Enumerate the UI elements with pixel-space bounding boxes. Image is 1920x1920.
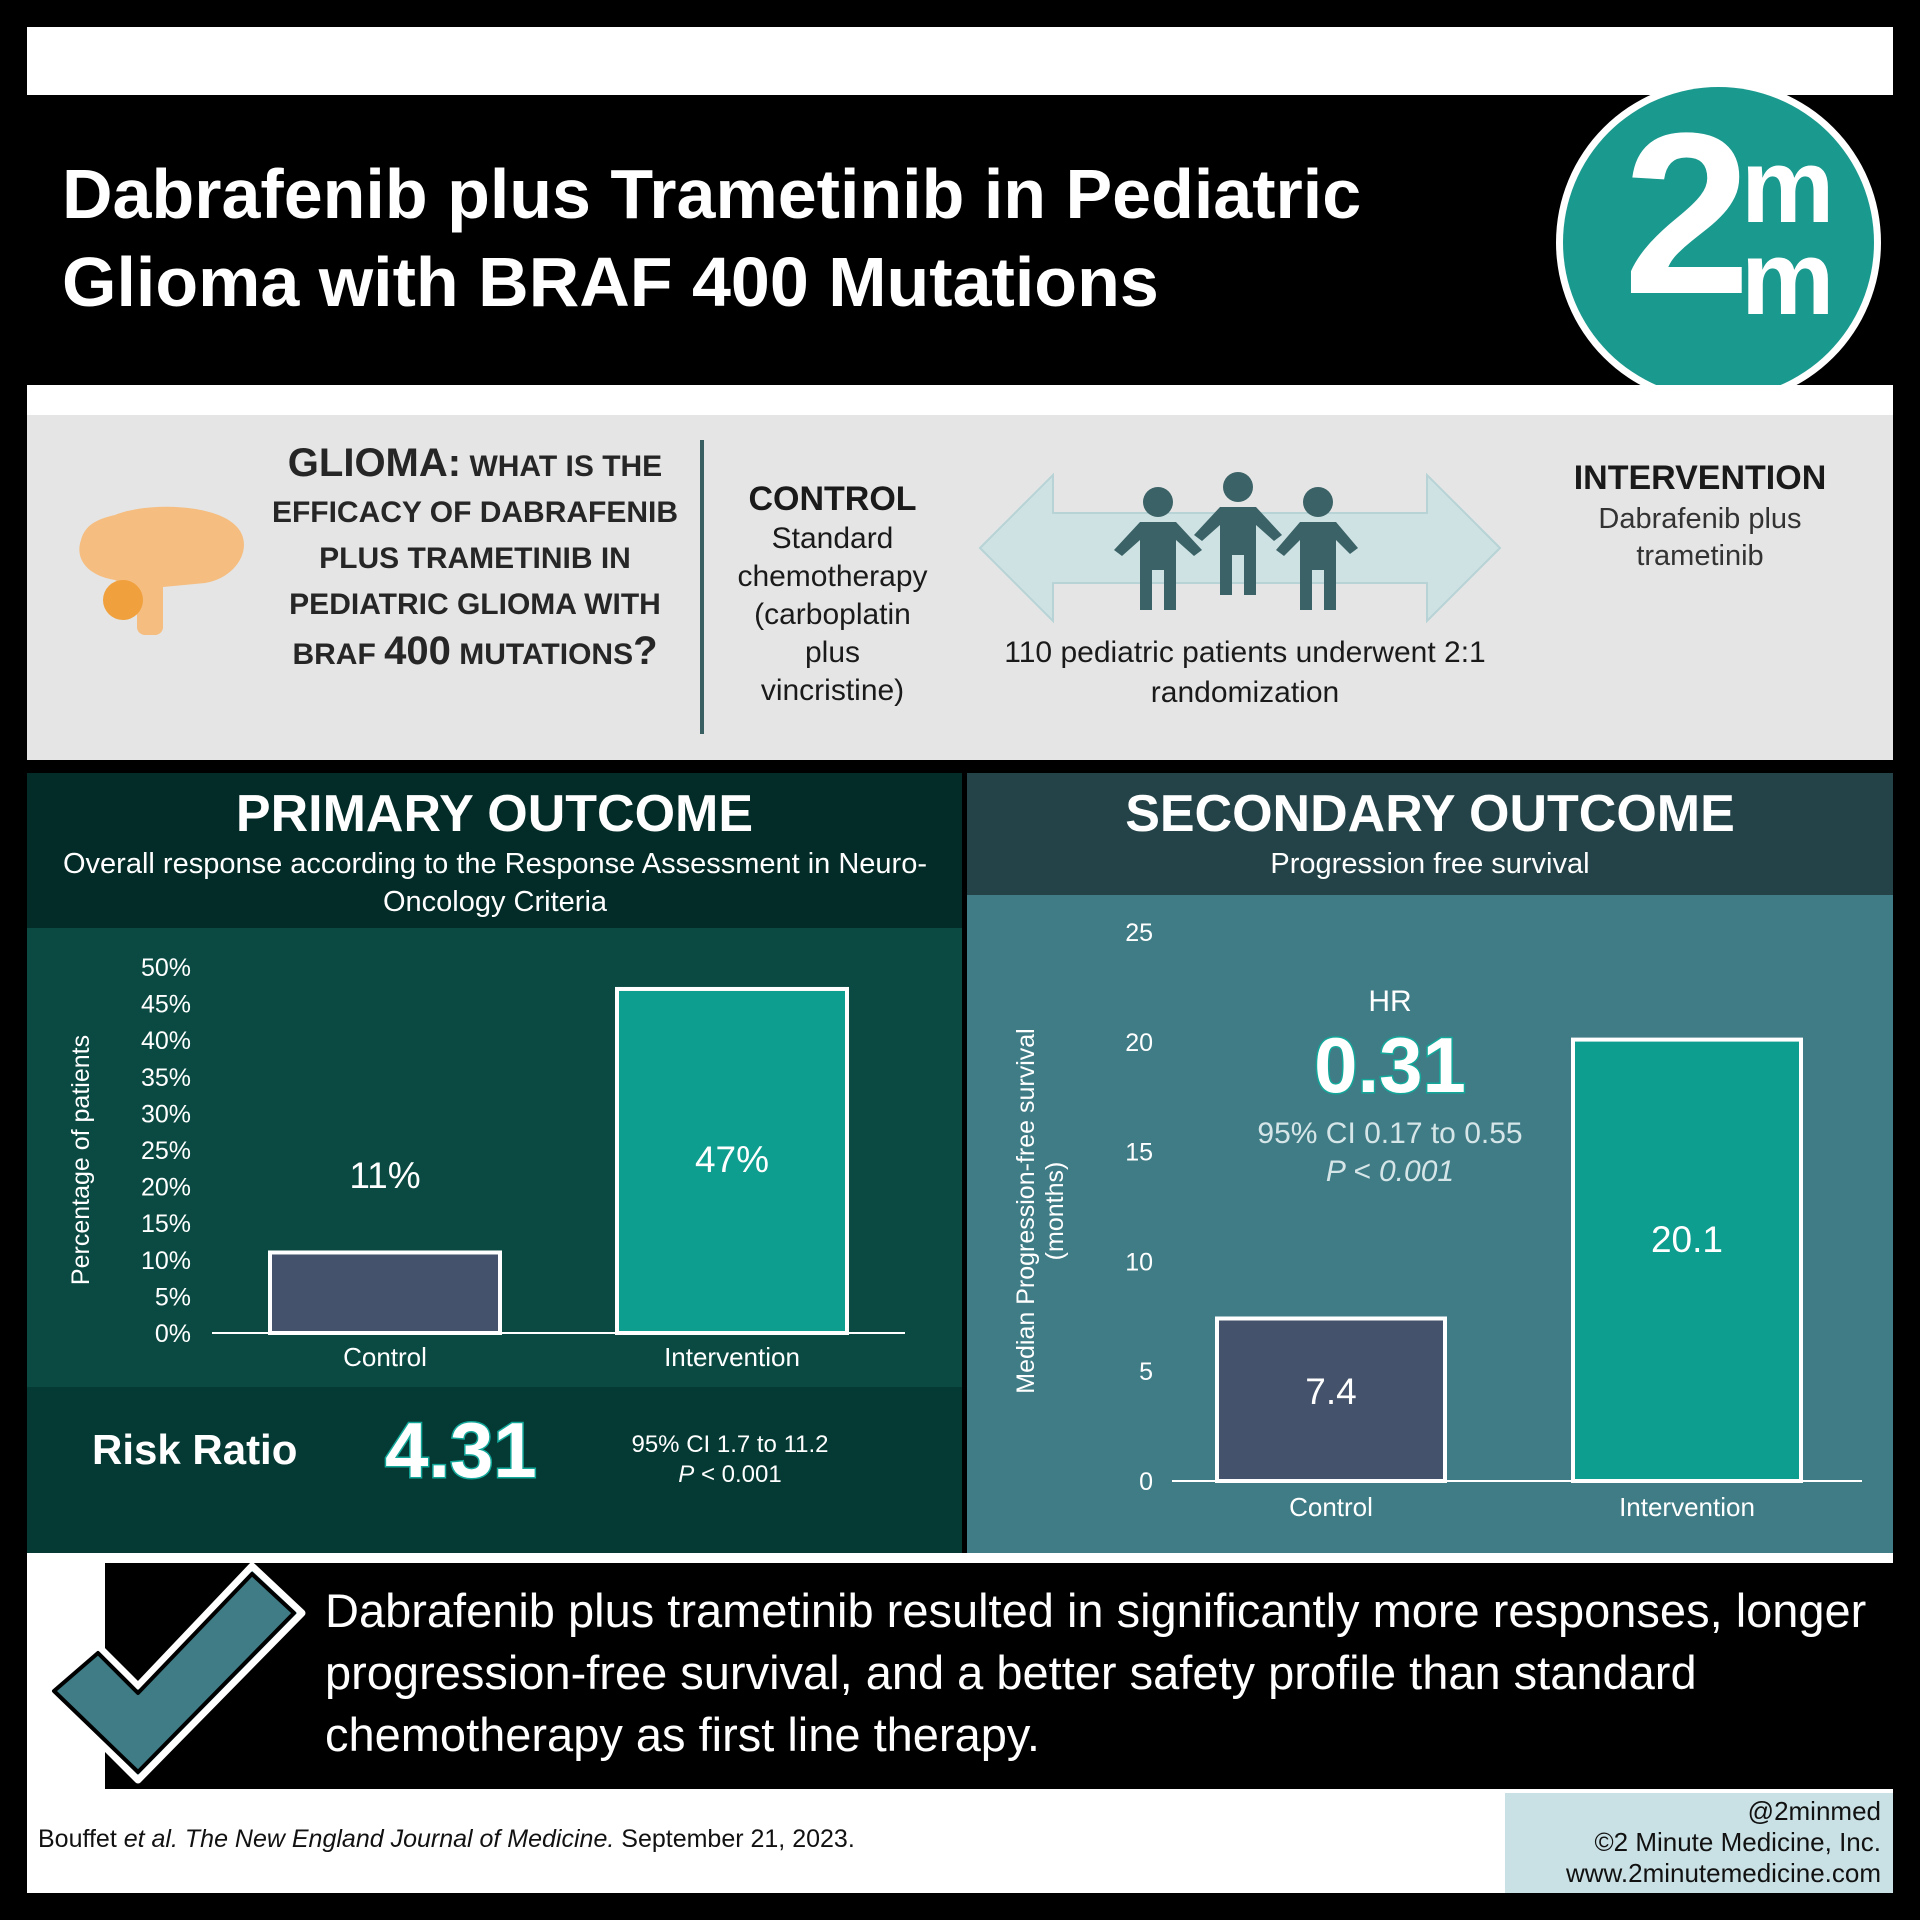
intervention-line: trametinib bbox=[1636, 540, 1764, 572]
hazard-ratio-value: 0.31 bbox=[1313, 1020, 1468, 1111]
checkmark-icon bbox=[44, 1562, 306, 1784]
risk-ratio-ci-text: 95% CI 1.7 to 11.2 bbox=[631, 1431, 829, 1458]
y-axis-label: Median Progression-free survival(months) bbox=[1012, 1028, 1069, 1393]
y-tick-label: 0% bbox=[155, 1320, 191, 1348]
control-line: chemotherapy bbox=[737, 560, 928, 593]
top-white-band bbox=[27, 27, 1893, 95]
question-body-end: MUTATIONS bbox=[459, 638, 634, 671]
hazard-ratio-ci: 95% CI 0.17 to 0.55 P < 0.001 bbox=[1200, 1115, 1580, 1191]
risk-ratio-value: 4.31 bbox=[384, 1405, 539, 1496]
y-tick-label: 20% bbox=[141, 1174, 191, 1202]
risk-ratio-label: Risk Ratio bbox=[92, 1426, 298, 1473]
x-tick-label: Control bbox=[1289, 1492, 1373, 1522]
p-symbol: P bbox=[678, 1461, 695, 1488]
bar-control bbox=[268, 1250, 502, 1336]
y-tick-label: 30% bbox=[141, 1100, 191, 1128]
control-block: CONTROL Standard chemotherapy (carboplat… bbox=[720, 480, 945, 710]
primary-bar-chart: 0% 5% 10% 15% 20% 25% 30% 35% 40% 45% 50% Percentag… bbox=[67, 954, 905, 1372]
citation: Bouffet et al. The New England Journal o… bbox=[38, 1825, 855, 1854]
y-axis-label: Percentage of patients bbox=[67, 1035, 95, 1285]
y-tick-label: 35% bbox=[141, 1064, 191, 1092]
y-tick-label: 15 bbox=[1125, 1139, 1153, 1167]
question-mark: ? bbox=[633, 629, 658, 673]
primary-outcome-title: PRIMARY OUTCOME bbox=[235, 785, 754, 843]
credit-copyright: ©2 Minute Medicine, Inc. bbox=[1594, 1827, 1881, 1857]
control-line: plus bbox=[804, 636, 861, 669]
citation-journal: The New England Journal of Medicine. bbox=[184, 1825, 615, 1853]
logo-trademark: TM bbox=[1848, 147, 1864, 159]
bar-intervention bbox=[615, 986, 849, 1336]
hazard-ratio-p-value: P < 0.001 bbox=[1325, 1155, 1455, 1188]
citation-date: September 21, 2023. bbox=[621, 1825, 855, 1853]
control-line: (carboplatin bbox=[754, 598, 911, 631]
credit-website[interactable]: www.2minutemedicine.com bbox=[1565, 1858, 1881, 1888]
intervention-line: Dabrafenib plus bbox=[1598, 503, 1802, 535]
hazard-ratio-ci-text: 95% CI 0.17 to 0.55 bbox=[1257, 1117, 1523, 1150]
people-icon bbox=[1114, 472, 1358, 610]
primary-outcome-subtitle: Overall response according to the Respon… bbox=[63, 848, 927, 918]
logo-circle: 2 m m TM bbox=[1563, 87, 1874, 398]
y-tick-label: 5 bbox=[1139, 1358, 1153, 1386]
risk-ratio-p-value: P < 0.001 bbox=[600, 1460, 860, 1490]
y-axis-label-line: Median Progression-free survival bbox=[1012, 1028, 1040, 1393]
credit-handle: @2minmed bbox=[1747, 1796, 1881, 1826]
intervention-heading: INTERVENTION bbox=[1573, 459, 1827, 497]
x-tick-label: Control bbox=[343, 1342, 427, 1372]
brain-icon bbox=[79, 506, 244, 635]
randomization-line-2: randomization bbox=[1150, 676, 1340, 709]
citation-etal: et al. bbox=[123, 1825, 178, 1853]
conclusion-box bbox=[105, 1563, 1893, 1789]
y-tick-label: 10 bbox=[1125, 1248, 1153, 1276]
randomization-text: 110 pediatric patients underwent 2:1 ran… bbox=[960, 633, 1530, 713]
page-title: Dabrafenib plus Trametinib in Pediatric … bbox=[62, 155, 1362, 321]
credit-text: @2minmed ©2 Minute Medicine, Inc. www.2m… bbox=[1505, 1796, 1881, 1889]
bar-value-label: 47% bbox=[695, 1139, 769, 1180]
x-tick-label: Intervention bbox=[664, 1342, 800, 1372]
y-tick-label: 40% bbox=[141, 1027, 191, 1055]
secondary-outcome-header bbox=[967, 773, 1893, 895]
control-line: vincristine) bbox=[760, 674, 905, 707]
p-rest: < 0.001 bbox=[694, 1461, 782, 1488]
randomization-line-1: 110 pediatric patients underwent 2:1 bbox=[1004, 636, 1486, 669]
y-tick-label: 50% bbox=[141, 954, 191, 982]
secondary-outcome-subtitle: Progression free survival bbox=[1270, 848, 1590, 880]
question-lead: GLIOMA: bbox=[287, 441, 462, 485]
conclusion-text: Dabrafenib plus trametinib resulted in s… bbox=[325, 1584, 1867, 1761]
question-number: 400 bbox=[384, 629, 451, 673]
y-tick-label: 20 bbox=[1125, 1029, 1153, 1057]
control-line: Standard bbox=[771, 522, 894, 555]
bar-value-label: 7.4 bbox=[1305, 1371, 1356, 1412]
credit-box bbox=[1505, 1793, 1893, 1893]
secondary-bar-chart: 0 5 10 15 20 25 Median Progression-free surviv… bbox=[1012, 919, 1862, 1522]
y-tick-label: 25 bbox=[1125, 919, 1153, 947]
intervention-block: INTERVENTION Dabrafenib plus trametinib bbox=[1540, 460, 1860, 575]
logo-number: 2 bbox=[1623, 87, 1751, 342]
question-divider bbox=[700, 440, 704, 734]
hazard-ratio-label: HR bbox=[1368, 985, 1412, 1018]
bar-value-label: 20.1 bbox=[1651, 1219, 1723, 1260]
citation-author: Bouffet bbox=[38, 1825, 117, 1853]
bar-control bbox=[1215, 1316, 1447, 1483]
y-tick-label: 45% bbox=[141, 991, 191, 1019]
y-tick-label: 10% bbox=[141, 1247, 191, 1275]
secondary-outcome-title: SECONDARY OUTCOME bbox=[1125, 785, 1735, 843]
question-text: GLIOMA: WHAT IS THE EFFICACY OF DABRAFEN… bbox=[260, 440, 690, 678]
y-tick-label: 0 bbox=[1139, 1468, 1153, 1496]
bar-intervention bbox=[1571, 1037, 1803, 1483]
logo-letter-bottom: m bbox=[1741, 220, 1835, 337]
primary-outcome-header bbox=[27, 773, 962, 928]
control-heading: CONTROL bbox=[748, 480, 917, 518]
question-body: WHAT IS THE EFFICACY OF DABRAFENIB PLUS … bbox=[271, 450, 679, 671]
y-tick-label: 15% bbox=[141, 1210, 191, 1238]
y-tick-label: 5% bbox=[155, 1283, 191, 1311]
bar-value-label: 11% bbox=[349, 1155, 420, 1196]
y-tick-label: 25% bbox=[141, 1137, 191, 1165]
question-section bbox=[27, 415, 1893, 760]
primary-outcome-footer bbox=[27, 1387, 962, 1553]
y-axis-label-line: (months) bbox=[1041, 1162, 1069, 1261]
risk-ratio-ci: 95% CI 1.7 to 11.2 P < 0.001 bbox=[600, 1430, 860, 1490]
logo-letter-top: m bbox=[1741, 128, 1835, 245]
x-tick-label: Intervention bbox=[1619, 1492, 1755, 1522]
